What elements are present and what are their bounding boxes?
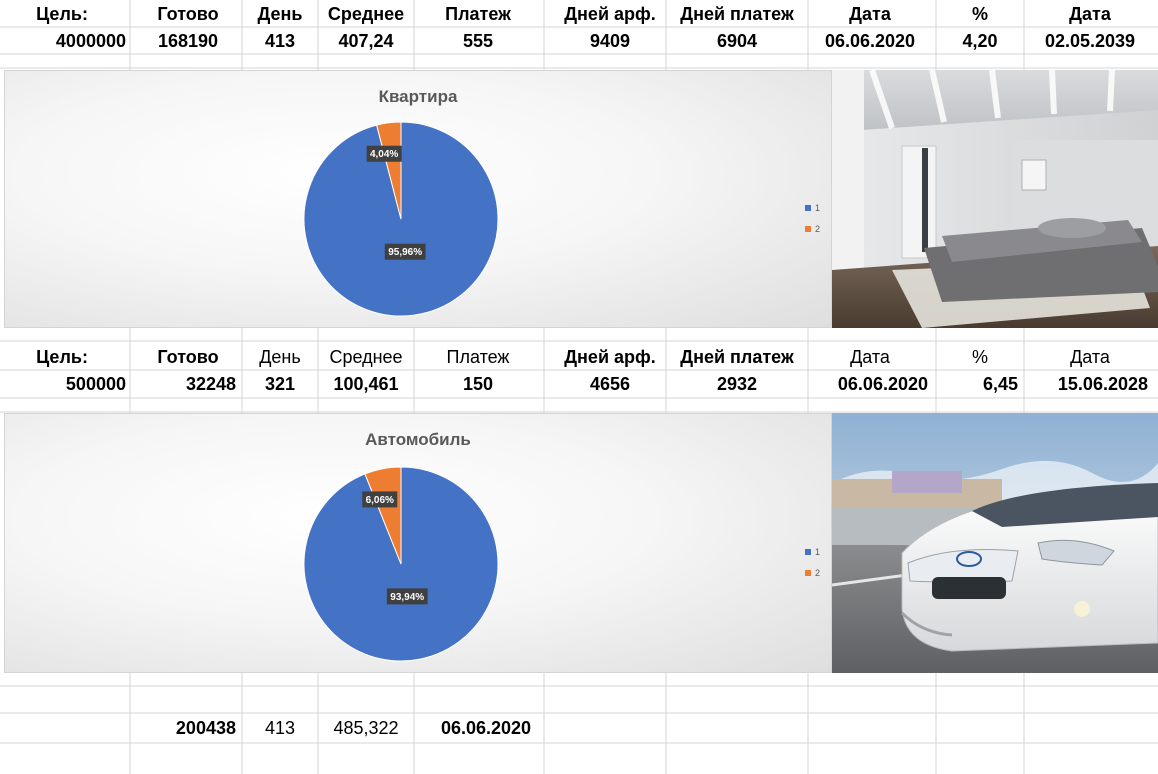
goal1-value-average[interactable]: 407,24: [338, 31, 394, 51]
legend-swatch-2: [805, 225, 811, 232]
legend-item-1: 1: [805, 541, 820, 562]
goal2-value-day[interactable]: 321: [264, 374, 296, 394]
apartment-chart[interactable]: Квартира 95,96% 4,04% 1 2: [4, 70, 832, 328]
legend-label-2: 2: [815, 223, 821, 234]
goal1-header-ready[interactable]: Готово: [157, 4, 219, 24]
goal1-header-days-arith[interactable]: Дней арф.: [564, 4, 656, 24]
goal2-value-payment[interactable]: 150: [462, 374, 494, 394]
goal1-value-day[interactable]: 413: [264, 31, 296, 51]
data-label-box: [384, 243, 426, 260]
goal1-header-percent[interactable]: %: [971, 4, 989, 24]
goal2-value-percent[interactable]: 6,45: [982, 374, 1018, 394]
summary-average[interactable]: 485,322: [333, 718, 399, 738]
goal2-value-average[interactable]: 100,461: [333, 374, 399, 394]
goal2-header-ready[interactable]: Готово: [157, 347, 219, 367]
goal1-header-days-payment[interactable]: Дней платеж: [680, 4, 794, 24]
data-label-box: [366, 145, 402, 162]
legend-swatch-1: [805, 204, 811, 211]
pie-slice-2[interactable]: [364, 466, 402, 565]
data-label-box: [362, 491, 398, 508]
goal1-value-ready[interactable]: 168190: [157, 31, 219, 51]
apartment-chart-legend: 1 2: [805, 197, 820, 239]
legend-item-2: 2: [805, 562, 820, 583]
legend-label-1: 1: [815, 202, 821, 213]
goal2-value-ready[interactable]: 32248: [185, 374, 236, 394]
summary-ready-total[interactable]: 200438: [175, 718, 236, 738]
apartment-pie: 95,96% 4,04%: [303, 121, 499, 317]
goal1-header-average[interactable]: Среднее: [327, 4, 405, 24]
data-label-box: [386, 588, 428, 605]
car-chart-legend: 1 2: [805, 541, 820, 583]
goal1-value-end-date[interactable]: 02.05.2039: [1044, 31, 1136, 51]
legend-item-2: 2: [805, 218, 820, 239]
goal2-header-percent[interactable]: %: [971, 347, 989, 367]
car-chart-title: Автомобиль: [365, 430, 471, 449]
legend-label-2: 2: [815, 567, 821, 578]
goal1-value-percent[interactable]: 4,20: [962, 31, 998, 51]
goal2-header-day[interactable]: День: [259, 347, 301, 367]
goal2-header-goal[interactable]: Цель:: [36, 347, 88, 367]
summary-date[interactable]: 06.06.2020: [440, 718, 532, 738]
goal2-value-days-arith[interactable]: 4656: [589, 374, 631, 394]
goal1-value-days-payment[interactable]: 6904: [716, 31, 758, 51]
legend-swatch-1: [805, 548, 811, 555]
apartment-chart-title: Квартира: [378, 87, 458, 106]
legend-swatch-2: [805, 569, 811, 576]
white-car-photo: [832, 413, 1158, 673]
goal2-header-days-payment[interactable]: Дней платеж: [680, 347, 794, 367]
summary-day[interactable]: 413: [264, 718, 296, 738]
data-label: 4,04%: [370, 149, 398, 160]
goal1-value-payment[interactable]: 555: [462, 31, 494, 51]
goal1-header-date[interactable]: Дата: [849, 4, 891, 24]
data-label: 95,96%: [388, 247, 422, 258]
goal2-header-average[interactable]: Среднее: [329, 347, 403, 367]
goal1-header-end-date[interactable]: Дата: [1069, 4, 1111, 24]
goal1-value-date[interactable]: 06.06.2020: [824, 31, 916, 51]
goal2-value-date[interactable]: 06.06.2020: [837, 374, 928, 394]
goal2-header-date[interactable]: Дата: [850, 347, 890, 367]
data-label: 93,94%: [390, 592, 424, 603]
legend-label-1: 1: [815, 546, 821, 557]
goal1-header-day[interactable]: День: [257, 4, 303, 24]
goal1-value-goal[interactable]: 4000000: [55, 31, 126, 51]
goal2-value-days-payment[interactable]: 2932: [716, 374, 758, 394]
goal2-header-payment[interactable]: Платеж: [446, 347, 510, 367]
goal2-header-days-arith[interactable]: Дней арф.: [564, 347, 656, 367]
bedroom-interior-photo: [832, 70, 1158, 328]
goal2-value-goal[interactable]: 500000: [65, 374, 126, 394]
goal2-value-end-date[interactable]: 15.06.2028: [1057, 374, 1148, 394]
goal2-header-end-date[interactable]: Дата: [1070, 347, 1110, 367]
car-chart[interactable]: Автомобиль 93,94% 6,06% 1 2: [4, 413, 832, 673]
goal1-header-payment[interactable]: Платеж: [445, 4, 511, 24]
car-pie: 93,94% 6,06%: [303, 466, 499, 662]
data-label: 6,06%: [366, 495, 394, 506]
goal1-header-goal[interactable]: Цель:: [36, 4, 88, 24]
legend-item-1: 1: [805, 197, 820, 218]
goal1-value-days-arith[interactable]: 9409: [589, 31, 631, 51]
